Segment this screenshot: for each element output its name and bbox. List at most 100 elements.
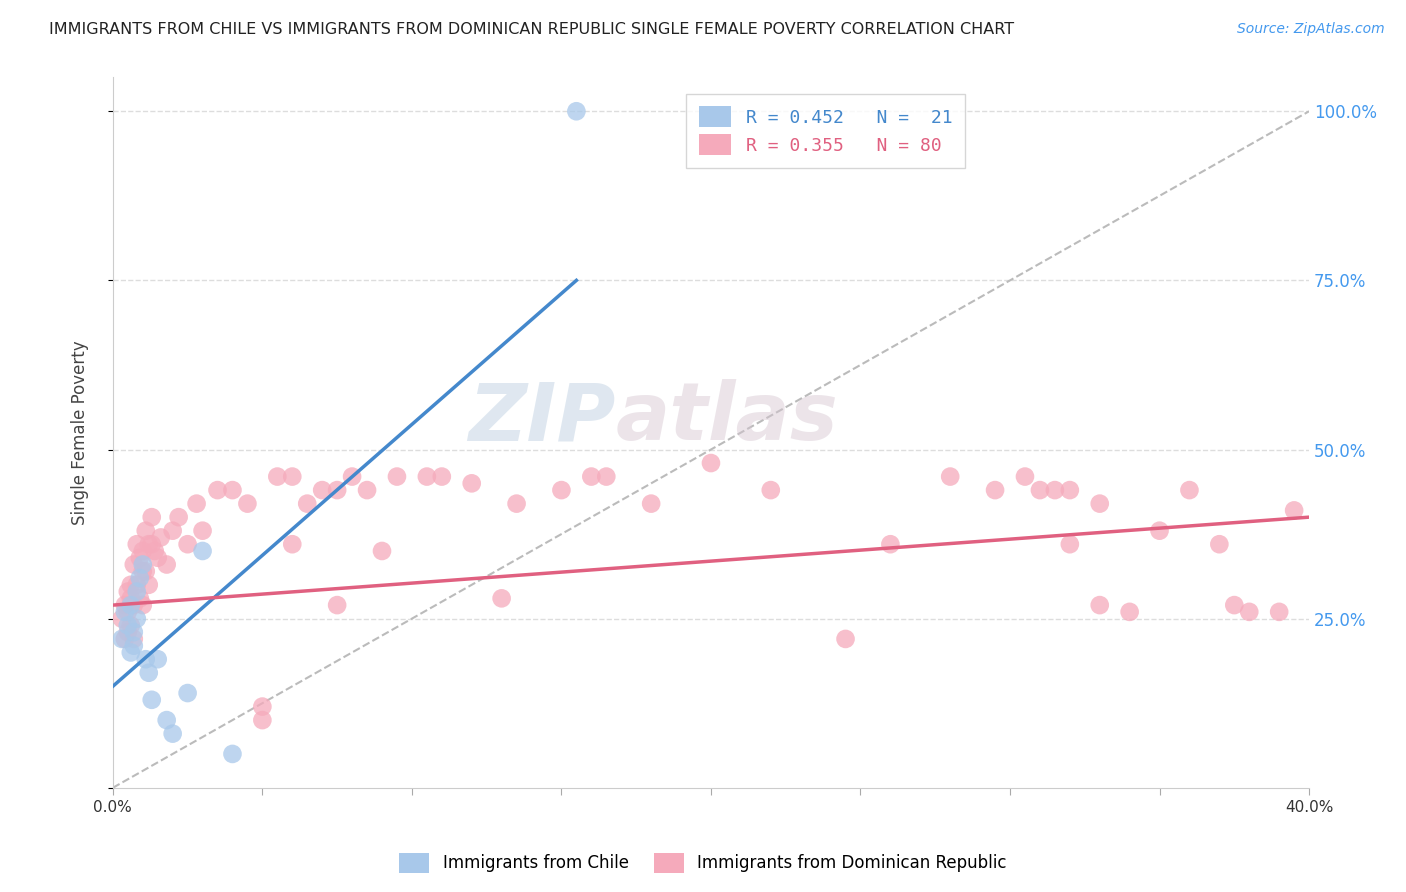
Point <box>138 578 160 592</box>
Point <box>939 469 962 483</box>
Point <box>640 497 662 511</box>
Point <box>162 524 184 538</box>
Point <box>128 591 150 606</box>
Point <box>141 510 163 524</box>
Point <box>135 524 157 538</box>
Point <box>221 747 243 761</box>
Point <box>326 598 349 612</box>
Point <box>340 469 363 483</box>
Point <box>120 645 142 659</box>
Point <box>120 618 142 632</box>
Point <box>114 632 136 646</box>
Point <box>1088 497 1111 511</box>
Point <box>491 591 513 606</box>
Point <box>120 578 142 592</box>
Point <box>156 713 179 727</box>
Point <box>125 612 148 626</box>
Point <box>595 469 617 483</box>
Point <box>120 591 142 606</box>
Point <box>326 483 349 497</box>
Point <box>834 632 856 646</box>
Point <box>1178 483 1201 497</box>
Text: IMMIGRANTS FROM CHILE VS IMMIGRANTS FROM DOMINICAN REPUBLIC SINGLE FEMALE POVERT: IMMIGRANTS FROM CHILE VS IMMIGRANTS FROM… <box>49 22 1014 37</box>
Text: Source: ZipAtlas.com: Source: ZipAtlas.com <box>1237 22 1385 37</box>
Legend: R = 0.452   N =  21, R = 0.355   N = 80: R = 0.452 N = 21, R = 0.355 N = 80 <box>686 94 965 168</box>
Point <box>117 605 139 619</box>
Point <box>138 665 160 680</box>
Point <box>143 544 166 558</box>
Point <box>207 483 229 497</box>
Point <box>117 584 139 599</box>
Point <box>132 598 155 612</box>
Point <box>311 483 333 497</box>
Point <box>984 483 1007 497</box>
Point <box>879 537 901 551</box>
Point <box>128 550 150 565</box>
Point <box>141 537 163 551</box>
Point <box>759 483 782 497</box>
Point <box>1014 469 1036 483</box>
Legend: Immigrants from Chile, Immigrants from Dominican Republic: Immigrants from Chile, Immigrants from D… <box>392 847 1014 880</box>
Point <box>120 598 142 612</box>
Text: ZIP: ZIP <box>468 379 616 458</box>
Point <box>505 497 527 511</box>
Point <box>191 524 214 538</box>
Point <box>176 537 198 551</box>
Point <box>132 564 155 578</box>
Point <box>117 625 139 640</box>
Point <box>371 544 394 558</box>
Point <box>128 571 150 585</box>
Point <box>221 483 243 497</box>
Point <box>1043 483 1066 497</box>
Point <box>1059 483 1081 497</box>
Point <box>141 693 163 707</box>
Point <box>565 104 588 119</box>
Point <box>122 625 145 640</box>
Point <box>122 632 145 646</box>
Point <box>550 483 572 497</box>
Point <box>252 713 274 727</box>
Point <box>1268 605 1291 619</box>
Point <box>700 456 723 470</box>
Point <box>114 605 136 619</box>
Point <box>1149 524 1171 538</box>
Point <box>111 632 134 646</box>
Point <box>1059 537 1081 551</box>
Point <box>111 612 134 626</box>
Point <box>132 544 155 558</box>
Point <box>1282 503 1305 517</box>
Point <box>266 469 288 483</box>
Point <box>281 537 304 551</box>
Point <box>252 699 274 714</box>
Point <box>135 652 157 666</box>
Point <box>149 531 172 545</box>
Point <box>1088 598 1111 612</box>
Point <box>1239 605 1261 619</box>
Point <box>1029 483 1052 497</box>
Point <box>125 584 148 599</box>
Point <box>146 550 169 565</box>
Point <box>138 537 160 551</box>
Point <box>581 469 603 483</box>
Point <box>191 544 214 558</box>
Point <box>176 686 198 700</box>
Point <box>430 469 453 483</box>
Point <box>156 558 179 572</box>
Point <box>122 558 145 572</box>
Point <box>117 618 139 632</box>
Point <box>385 469 408 483</box>
Point <box>122 598 145 612</box>
Point <box>1223 598 1246 612</box>
Point <box>125 578 148 592</box>
Y-axis label: Single Female Poverty: Single Female Poverty <box>72 340 89 524</box>
Point <box>1118 605 1140 619</box>
Point <box>1208 537 1230 551</box>
Point <box>236 497 259 511</box>
Point <box>146 652 169 666</box>
Point <box>132 558 155 572</box>
Point <box>167 510 190 524</box>
Point <box>356 483 378 497</box>
Point <box>122 639 145 653</box>
Point <box>186 497 208 511</box>
Point <box>125 537 148 551</box>
